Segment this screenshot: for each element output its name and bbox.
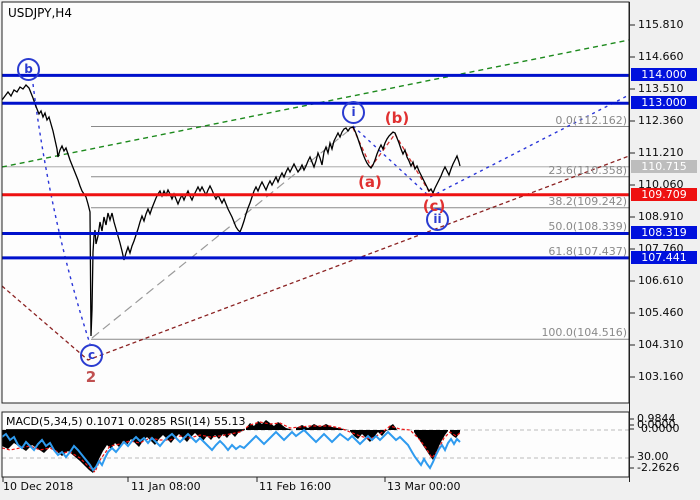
main-chart-area — [2, 2, 629, 403]
rsi-line — [2, 428, 461, 472]
macd-histogram-area — [450, 430, 460, 438]
trend-line — [32, 83, 91, 345]
trend-line — [352, 94, 629, 198]
macd-histogram-area — [296, 424, 348, 430]
macd-signal-line — [2, 421, 461, 473]
price-line — [2, 84, 461, 337]
trend-line — [352, 127, 432, 196]
macd-histogram-area — [414, 430, 448, 460]
macd-histogram-area — [2, 430, 245, 473]
